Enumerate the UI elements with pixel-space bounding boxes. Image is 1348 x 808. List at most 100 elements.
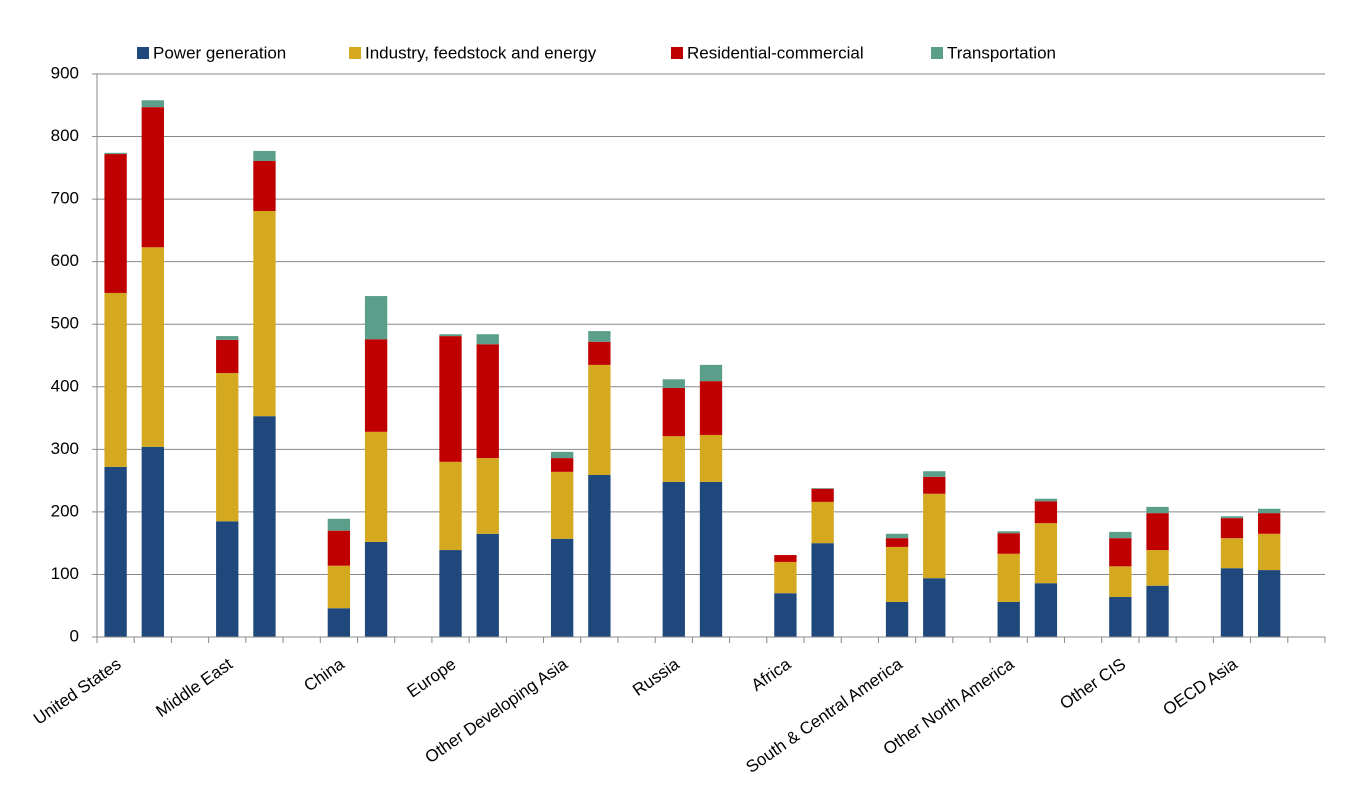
y-tick-label: 500 xyxy=(51,314,79,333)
bar-segment xyxy=(104,154,127,293)
x-tick-label: China xyxy=(300,654,348,695)
bar-segment xyxy=(327,530,351,566)
bar-segment xyxy=(1220,516,1244,519)
bar-segment xyxy=(811,543,834,637)
legend-swatch xyxy=(137,47,149,59)
bar-segment xyxy=(885,601,909,637)
bar-segment xyxy=(550,458,574,472)
bar-segment xyxy=(253,160,276,211)
legend-label: Power generation xyxy=(153,43,286,62)
bar-segment xyxy=(997,533,1020,554)
bar-segment xyxy=(1146,513,1169,551)
bar-segment xyxy=(1034,583,1058,637)
bar-segment xyxy=(364,541,388,637)
bar-segment xyxy=(1034,523,1058,584)
bar-segment xyxy=(141,100,164,108)
bar-segment xyxy=(811,488,834,489)
x-tick-label: Europe xyxy=(404,654,460,701)
bar-segment xyxy=(1109,531,1132,539)
bar-segment xyxy=(104,466,127,637)
bar-segment xyxy=(1220,568,1244,637)
bar-segment xyxy=(588,474,611,637)
bar-segment xyxy=(439,461,462,551)
bar-segment xyxy=(1146,550,1169,586)
bar-segment xyxy=(699,481,723,637)
bar-segment xyxy=(1109,566,1132,597)
bar-segment xyxy=(550,451,574,459)
bar-segment xyxy=(216,339,239,374)
y-tick-label: 300 xyxy=(51,439,79,458)
bar-segment xyxy=(253,416,276,637)
bar-segment xyxy=(588,341,611,365)
bar-segment xyxy=(588,331,611,342)
bar-segment xyxy=(1146,506,1169,514)
bar-segment xyxy=(1258,533,1281,571)
bar-segment xyxy=(364,431,388,542)
bar-segment xyxy=(588,364,611,475)
bar-segment xyxy=(885,533,909,539)
y-tick-label: 200 xyxy=(51,501,79,520)
bar-segment xyxy=(439,336,462,462)
bar-segment xyxy=(476,344,499,459)
bar-segment xyxy=(476,533,499,637)
bar-segment xyxy=(923,578,946,637)
x-tick-label: Other CIS xyxy=(1056,654,1129,713)
bar-segment xyxy=(811,488,834,502)
y-tick-label: 600 xyxy=(51,251,79,270)
bar-segment xyxy=(923,471,946,477)
bar-segment xyxy=(885,546,909,602)
y-tick-label: 800 xyxy=(51,126,79,145)
x-tick-label: Middle East xyxy=(152,654,236,721)
legend-label: Residential-commercial xyxy=(687,43,864,62)
y-tick-label: 100 xyxy=(51,564,79,583)
x-tick-label: United States xyxy=(30,654,125,728)
bar-segment xyxy=(699,364,723,382)
bar-segment xyxy=(104,292,127,467)
bar-segment xyxy=(699,434,723,482)
bar-segment xyxy=(550,538,574,637)
legend-swatch xyxy=(349,47,361,59)
bar-segment xyxy=(216,336,239,340)
bar-segment xyxy=(699,381,723,435)
bar-segment xyxy=(1146,585,1169,637)
x-tick-label: OECD Asia xyxy=(1160,654,1242,719)
bar-segment xyxy=(327,518,351,531)
bar-segment xyxy=(774,561,797,594)
bar-segment xyxy=(1109,596,1132,637)
legend-label: Transportation xyxy=(947,43,1056,62)
bar-segment xyxy=(997,601,1020,637)
bar-segment xyxy=(216,373,239,522)
bar-segment xyxy=(923,476,946,494)
bar-segment xyxy=(774,593,797,637)
bar-segment xyxy=(1220,518,1244,539)
bar-segment xyxy=(997,531,1020,534)
bar-segment xyxy=(1034,498,1058,502)
legend-swatch xyxy=(671,47,683,59)
y-tick-label: 900 xyxy=(51,63,79,82)
bar-segment xyxy=(811,501,834,544)
x-tick-label: Russia xyxy=(629,654,683,700)
bar-segment xyxy=(439,334,462,337)
bar-segment xyxy=(364,339,388,432)
bar-segment xyxy=(662,436,685,482)
y-tick-label: 0 xyxy=(70,626,79,645)
bar-segment xyxy=(550,471,574,539)
bar-segment xyxy=(104,152,127,155)
bar-segment xyxy=(327,608,351,637)
x-tick-label: Africa xyxy=(748,654,795,695)
bar-segment xyxy=(1258,508,1281,514)
bar-segment xyxy=(476,334,499,345)
bar-segment xyxy=(476,458,499,534)
bar-segment xyxy=(1258,513,1281,534)
bar-segment xyxy=(141,107,164,248)
bar-segment xyxy=(216,521,239,637)
legend-swatch xyxy=(931,47,943,59)
bar-segment xyxy=(885,538,909,547)
bar-segment xyxy=(662,379,685,389)
bar-segment xyxy=(997,553,1020,602)
bar-segment xyxy=(1220,538,1244,569)
bar-segment xyxy=(439,550,462,637)
bar-segment xyxy=(327,565,351,609)
y-tick-label: 700 xyxy=(51,189,79,208)
